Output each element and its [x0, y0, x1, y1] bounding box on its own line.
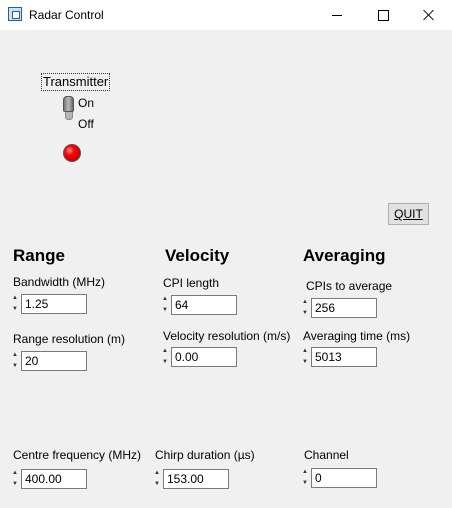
velocity-resolution-spin-arrows[interactable]: ▲ ▼ [162, 347, 170, 367]
spin-up-icon[interactable]: ▲ [302, 469, 308, 475]
range-resolution-input[interactable]: 20 [21, 351, 87, 371]
velocity-resolution-spinbox[interactable]: ▲ ▼ 0.00 [162, 346, 237, 368]
averaging-time-spin-arrows[interactable]: ▲ ▼ [302, 347, 310, 367]
spin-down-icon[interactable]: ▼ [12, 306, 18, 312]
cpis-to-average-label: CPIs to average [306, 279, 393, 293]
transmitter-toggle-switch[interactable] [60, 96, 76, 122]
channel-spin-arrows[interactable]: ▲ ▼ [302, 468, 310, 488]
app-icon [8, 7, 22, 21]
averaging-time-label: Averaging time (ms) [303, 329, 411, 343]
spin-down-icon[interactable]: ▼ [12, 481, 18, 487]
spin-down-icon[interactable]: ▼ [302, 480, 308, 486]
cpi-length-spinbox[interactable]: ▲ ▼ 64 [162, 294, 237, 316]
switch-on-label: On [78, 96, 95, 110]
toggle-lever[interactable] [63, 96, 74, 112]
averaging-time-spinbox[interactable]: ▲ ▼ 5013 [302, 346, 377, 368]
range-resolution-spin-arrows[interactable]: ▲ ▼ [12, 351, 20, 371]
minimize-button[interactable] [314, 0, 360, 30]
bandwidth-input[interactable]: 1.25 [21, 294, 87, 314]
spin-up-icon[interactable]: ▲ [12, 295, 18, 301]
transmitter-indicator-led [63, 144, 81, 162]
spin-up-icon[interactable]: ▲ [162, 296, 168, 302]
cpis-to-average-spinbox[interactable]: ▲ ▼ 256 [302, 297, 377, 319]
range-resolution-spinbox[interactable]: ▲ ▼ 20 [12, 350, 87, 372]
spin-up-icon[interactable]: ▲ [154, 470, 160, 476]
close-icon [423, 9, 435, 21]
range-heading: Range [13, 246, 65, 265]
spin-down-icon[interactable]: ▼ [302, 359, 308, 365]
chirp-duration-spin-arrows[interactable]: ▲ ▼ [154, 469, 162, 489]
centre-frequency-input[interactable]: 400.00 [21, 469, 87, 489]
spin-down-icon[interactable]: ▼ [162, 359, 168, 365]
cpis-to-average-spin-arrows[interactable]: ▲ ▼ [302, 298, 310, 318]
centre-frequency-spinbox[interactable]: ▲ ▼ 400.00 [12, 468, 87, 490]
channel-input[interactable]: 0 [311, 468, 377, 488]
maximize-button[interactable] [360, 0, 406, 30]
chirp-duration-input[interactable]: 153.00 [163, 469, 229, 489]
spin-up-icon[interactable]: ▲ [302, 348, 308, 354]
channel-label: Channel [304, 448, 349, 462]
maximize-icon [377, 9, 389, 21]
range-resolution-label: Range resolution (m) [13, 332, 126, 346]
title-bar: Radar Control [0, 0, 452, 30]
spin-up-icon[interactable]: ▲ [12, 470, 18, 476]
quit-button[interactable]: QUIT [388, 203, 429, 225]
window-title: Radar Control [29, 8, 104, 22]
channel-spinbox[interactable]: ▲ ▼ 0 [302, 467, 377, 489]
bandwidth-spin-arrows[interactable]: ▲ ▼ [12, 294, 20, 314]
switch-off-label: Off [78, 117, 94, 131]
spin-down-icon[interactable]: ▼ [302, 310, 308, 316]
spin-up-icon[interactable]: ▲ [302, 299, 308, 305]
cpi-length-label: CPI length [163, 276, 220, 290]
chirp-duration-label: Chirp duration (µs) [155, 448, 255, 462]
cpis-to-average-input[interactable]: 256 [311, 298, 377, 318]
spin-down-icon[interactable]: ▼ [12, 363, 18, 369]
bandwidth-spinbox[interactable]: ▲ ▼ 1.25 [12, 293, 87, 315]
chirp-duration-spinbox[interactable]: ▲ ▼ 153.00 [154, 468, 229, 490]
averaging-time-input[interactable]: 5013 [311, 347, 377, 367]
spin-up-icon[interactable]: ▲ [12, 352, 18, 358]
cpi-length-input[interactable]: 64 [171, 295, 237, 315]
velocity-resolution-input[interactable]: 0.00 [171, 347, 237, 367]
velocity-heading: Velocity [165, 246, 230, 265]
spin-down-icon[interactable]: ▼ [154, 481, 160, 487]
close-button[interactable] [406, 0, 452, 30]
spin-up-icon[interactable]: ▲ [162, 348, 168, 354]
spin-down-icon[interactable]: ▼ [162, 307, 168, 313]
minimize-icon [332, 14, 342, 16]
centre-frequency-spin-arrows[interactable]: ▲ ▼ [12, 469, 20, 489]
transmitter-label: Transmitter [41, 73, 111, 91]
velocity-resolution-label: Velocity resolution (m/s) [163, 329, 291, 343]
bandwidth-label: Bandwidth (MHz) [13, 275, 106, 289]
cpi-length-spin-arrows[interactable]: ▲ ▼ [162, 295, 170, 315]
centre-frequency-label: Centre frequency (MHz) [13, 448, 142, 462]
averaging-heading: Averaging [303, 246, 386, 265]
